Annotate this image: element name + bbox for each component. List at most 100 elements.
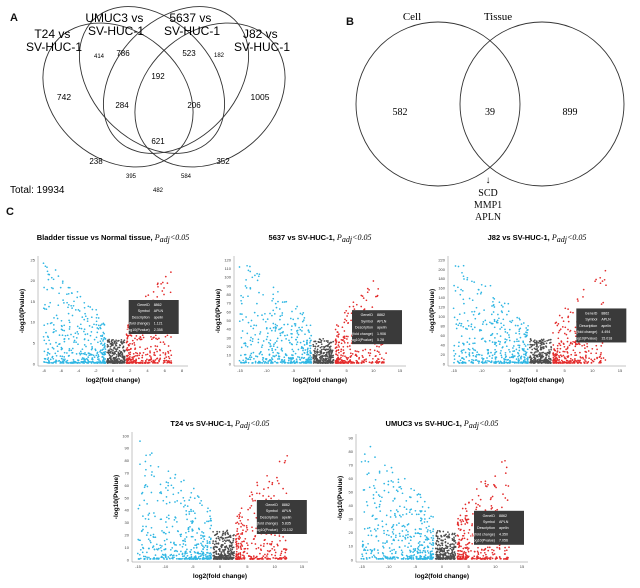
volcano-point (569, 357, 572, 360)
volcano-point (46, 358, 49, 361)
volcano-point (275, 354, 278, 357)
volcano-point (376, 527, 379, 530)
volcano-point (149, 539, 151, 542)
volcano-x-tick: 15 (520, 564, 525, 569)
volcano-point (341, 361, 344, 364)
volcano-point (280, 347, 283, 350)
volcano-point (373, 556, 376, 558)
volcano-point (424, 538, 427, 541)
volcano-point (563, 361, 566, 364)
volcano-point (531, 360, 534, 363)
volcano-point (436, 539, 439, 542)
volcano-point (237, 542, 240, 545)
volcano-point (279, 328, 282, 330)
volcano-point (377, 540, 380, 542)
volcano-point (286, 334, 289, 336)
volcano-point (103, 342, 106, 345)
volcano-point (432, 528, 435, 530)
volcano-point (296, 336, 299, 339)
volcano-point (167, 484, 170, 487)
volcano-point (318, 359, 320, 362)
volcano-point (244, 342, 247, 344)
volcano-point (451, 548, 453, 551)
volcano-point (362, 557, 365, 560)
volcano-point (391, 549, 393, 552)
volcano-point (542, 346, 545, 348)
volcano-point (192, 487, 195, 490)
volcano-point (49, 301, 52, 304)
volcano-point (140, 530, 143, 533)
volcano-point (280, 550, 283, 553)
volcano-point (427, 506, 430, 509)
volcano-point (438, 558, 441, 560)
volcano-point (176, 550, 179, 553)
volcano-point (523, 356, 525, 358)
volcano-point (484, 319, 487, 322)
volcano-point (310, 344, 312, 347)
volcano-point (419, 555, 422, 557)
volcano-point (279, 539, 281, 542)
volcano-point (377, 358, 379, 360)
volcano-point (335, 324, 338, 326)
volcano-point (202, 552, 205, 555)
volcano-point (123, 362, 125, 364)
volcano-point (342, 352, 345, 355)
volcano-point (484, 340, 487, 343)
volcano-point (120, 362, 123, 364)
volcano-point (53, 328, 55, 331)
volcano-point (296, 361, 298, 364)
volcano-point (426, 539, 429, 541)
volcano-point (360, 460, 363, 463)
volcano-point (76, 296, 79, 299)
volcano-point (348, 345, 351, 347)
volcano-point (393, 556, 396, 558)
volcano-point (461, 289, 464, 292)
volcano-point (274, 341, 277, 344)
volcano-point (203, 538, 206, 540)
volcano-point (471, 352, 474, 354)
volcano-point (415, 555, 418, 558)
volcano-point (63, 338, 66, 340)
volcano-point (378, 470, 381, 473)
volcano-point (144, 517, 147, 520)
volcano-point (335, 341, 338, 344)
volcano-point (199, 557, 202, 560)
volcano-point (215, 553, 218, 555)
volcano-point (136, 354, 139, 357)
volcano-point (567, 308, 569, 310)
volcano-point (503, 362, 506, 364)
volcano-point (322, 360, 325, 363)
volcano-point (282, 536, 284, 538)
volcano-point (236, 558, 238, 560)
volcano-point (362, 349, 364, 352)
volcano-point (203, 535, 206, 537)
volcano-point (475, 306, 478, 309)
volcano-point (230, 552, 232, 554)
volcano-point (55, 314, 58, 317)
volcano-point (560, 355, 563, 358)
volcano-point (139, 440, 141, 442)
volcano-point (576, 343, 579, 346)
volcano-point (186, 554, 189, 557)
volcano-point (270, 553, 273, 556)
volcano-point (134, 362, 137, 364)
volcano-point (165, 521, 167, 523)
tooltip-value: 2.358 (154, 328, 163, 332)
volcano-point (439, 544, 441, 547)
volcano-point (144, 295, 147, 298)
volcano-point (496, 508, 499, 511)
volcano-point (419, 535, 422, 538)
volcano-point (48, 361, 50, 364)
volcano-point (513, 340, 516, 343)
volcano-point (495, 486, 497, 489)
volcano-point (75, 353, 78, 355)
volcano-point (283, 301, 286, 303)
volcano-point (564, 326, 567, 329)
volcano-point (127, 343, 130, 346)
volcano-point (70, 333, 72, 336)
volcano-point (584, 355, 587, 358)
volcano-point (305, 360, 308, 363)
volcano-point (215, 558, 218, 560)
volcano-point (112, 338, 114, 341)
volcano-point (444, 558, 447, 560)
